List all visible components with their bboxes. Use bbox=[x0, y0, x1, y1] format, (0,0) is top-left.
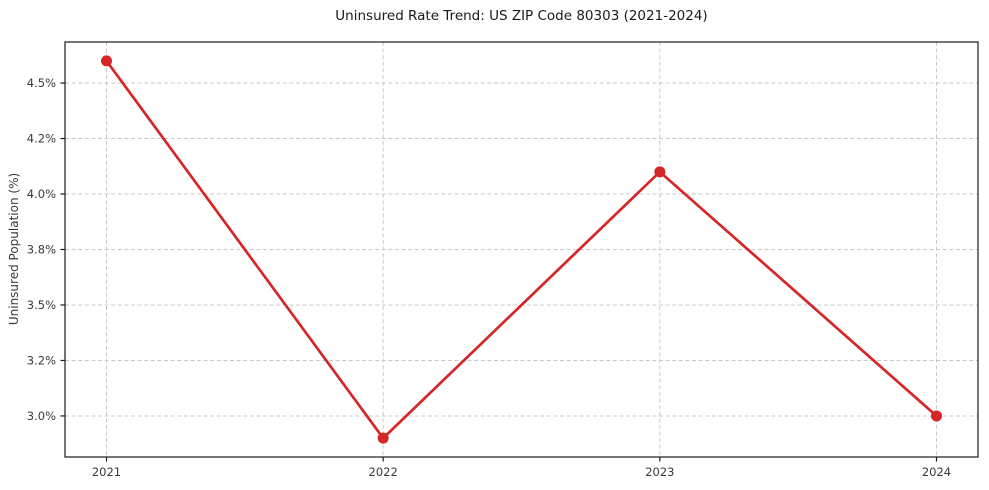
data-point bbox=[377, 432, 389, 444]
x-tick-label: 2021 bbox=[92, 465, 121, 479]
x-tick-label: 2022 bbox=[369, 465, 398, 479]
trend-line bbox=[105, 59, 938, 440]
y-tick-label: 3.0% bbox=[27, 409, 56, 423]
data-point bbox=[101, 55, 112, 67]
y-tick-label: 3.2% bbox=[27, 353, 56, 367]
y-tick-label: 3.8% bbox=[27, 243, 56, 257]
data-point bbox=[654, 166, 666, 178]
y-tick-label: 3.5% bbox=[27, 298, 56, 312]
data-point bbox=[931, 410, 942, 422]
y-tick-label: 4.5% bbox=[27, 76, 56, 90]
x-tick-label: 2023 bbox=[645, 465, 674, 479]
y-tick-label: 4.2% bbox=[27, 132, 56, 146]
x-tick-label: 2024 bbox=[922, 465, 951, 479]
y-tick-label: 4.0% bbox=[27, 187, 56, 201]
chart-title: Uninsured Rate Trend: US ZIP Code 80303 … bbox=[335, 8, 708, 24]
